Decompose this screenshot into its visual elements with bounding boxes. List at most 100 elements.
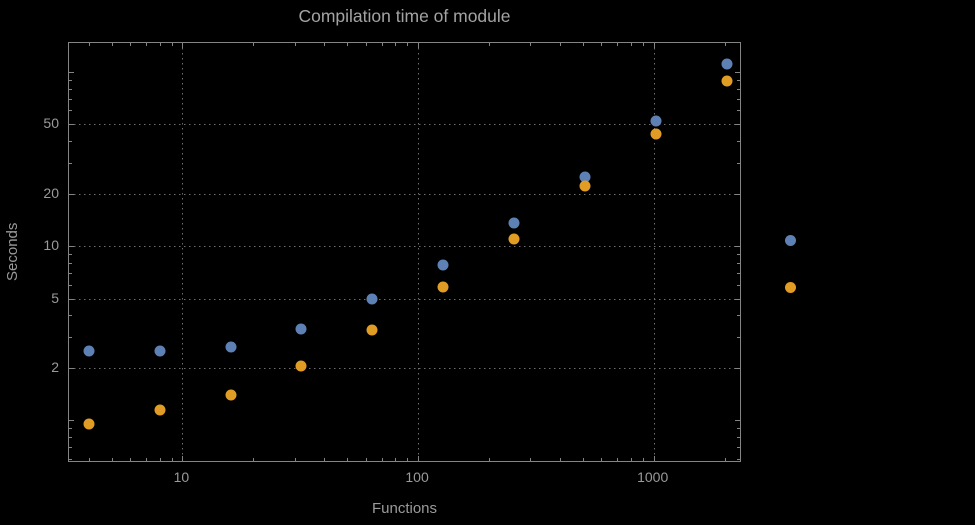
y-tick-mark <box>737 337 740 339</box>
y-tick-mark <box>735 124 740 126</box>
x-tick-mark <box>365 458 367 461</box>
x-tick-mark <box>171 43 173 46</box>
y-tick-mark <box>737 428 740 430</box>
data-point <box>437 281 449 293</box>
x-tick-mark <box>111 43 113 46</box>
data-point <box>83 345 95 357</box>
x-tick-mark <box>559 458 561 461</box>
y-tick-mark <box>69 284 72 286</box>
x-tick-mark <box>159 43 161 46</box>
x-tick-mark <box>159 458 161 461</box>
y-tick-mark <box>737 110 740 112</box>
y-tick-mark <box>69 71 74 73</box>
x-tick-mark <box>601 43 603 46</box>
data-point <box>650 128 662 140</box>
x-tick-label: 10 <box>173 469 190 485</box>
data-point <box>295 360 307 372</box>
x-tick-mark <box>642 43 644 46</box>
y-tick-mark <box>69 437 72 439</box>
y-tick-mark <box>735 71 740 73</box>
data-point <box>650 115 662 127</box>
grid-line-horizontal <box>69 246 740 248</box>
x-tick-mark <box>617 458 619 461</box>
y-tick-mark <box>735 246 740 248</box>
x-tick-mark <box>294 458 296 461</box>
y-tick-mark <box>737 447 740 449</box>
x-tick-mark <box>530 43 532 46</box>
legend-marker-series-2 <box>785 282 796 293</box>
y-tick-mark <box>69 98 72 100</box>
y-tick-mark <box>69 162 72 164</box>
x-tick-mark <box>171 458 173 461</box>
data-point <box>366 293 378 305</box>
data-point <box>154 345 166 357</box>
chart-title: Compilation time of module <box>298 6 511 26</box>
data-point <box>579 180 591 192</box>
data-point <box>83 418 95 430</box>
x-tick-mark <box>182 456 184 461</box>
x-tick-mark <box>145 43 147 46</box>
grid-line-horizontal <box>69 124 740 126</box>
x-tick-mark <box>347 458 349 461</box>
y-tick-label: 10 <box>43 237 59 254</box>
data-point <box>225 389 237 401</box>
x-tick-mark <box>617 43 619 46</box>
grid-line-vertical <box>182 43 184 461</box>
x-tick-mark <box>530 458 532 461</box>
y-tick-mark <box>69 79 72 81</box>
x-tick-mark <box>582 43 584 46</box>
y-tick-mark <box>69 141 72 143</box>
data-point <box>154 404 166 416</box>
grid-line-horizontal <box>69 367 740 369</box>
x-tick-mark <box>381 458 383 461</box>
y-tick-mark <box>69 367 74 369</box>
y-tick-mark <box>737 284 740 286</box>
y-tick-mark <box>737 273 740 275</box>
data-point <box>437 259 449 271</box>
y-tick-mark <box>735 193 740 195</box>
x-tick-mark <box>489 458 490 461</box>
y-tick-mark <box>69 262 72 264</box>
y-tick-mark <box>69 193 74 195</box>
y-tick-mark <box>737 88 740 90</box>
data-point <box>508 233 520 245</box>
y-tick-mark <box>69 447 72 449</box>
x-tick-mark <box>294 43 296 46</box>
x-tick-label: 1000 <box>637 469 669 485</box>
x-tick-mark <box>365 43 367 46</box>
x-tick-mark <box>724 43 726 46</box>
y-tick-mark <box>69 315 72 317</box>
x-tick-mark <box>407 43 409 46</box>
y-axis-label: Seconds <box>4 222 21 282</box>
y-tick-label: 5 <box>51 289 59 306</box>
x-tick-mark <box>630 458 632 461</box>
y-tick-label: 20 <box>43 184 59 201</box>
x-tick-mark <box>182 43 184 48</box>
data-point <box>366 324 378 336</box>
y-tick-mark <box>735 298 740 300</box>
x-tick-mark <box>395 458 397 461</box>
y-tick-mark <box>737 437 740 439</box>
y-tick-mark <box>69 428 72 430</box>
x-tick-mark <box>88 43 90 46</box>
x-tick-mark <box>347 43 349 46</box>
x-tick-mark <box>601 458 603 461</box>
y-tick-mark <box>737 98 740 100</box>
y-tick-mark <box>737 141 740 143</box>
x-tick-mark <box>582 458 584 461</box>
y-tick-mark <box>69 246 74 248</box>
x-tick-mark <box>253 43 255 46</box>
x-tick-mark <box>418 43 420 48</box>
x-tick-mark <box>407 458 409 461</box>
y-tick-mark <box>69 273 72 275</box>
x-tick-mark <box>630 43 632 46</box>
x-tick-mark <box>253 458 255 461</box>
y-tick-mark <box>737 459 740 461</box>
y-tick-mark <box>737 254 740 256</box>
plot-area <box>68 42 741 462</box>
x-tick-mark <box>418 456 420 461</box>
grid-line-horizontal <box>69 298 740 300</box>
y-tick-mark <box>737 79 740 81</box>
y-tick-label: 2 <box>51 358 59 375</box>
y-tick-mark <box>69 459 72 461</box>
